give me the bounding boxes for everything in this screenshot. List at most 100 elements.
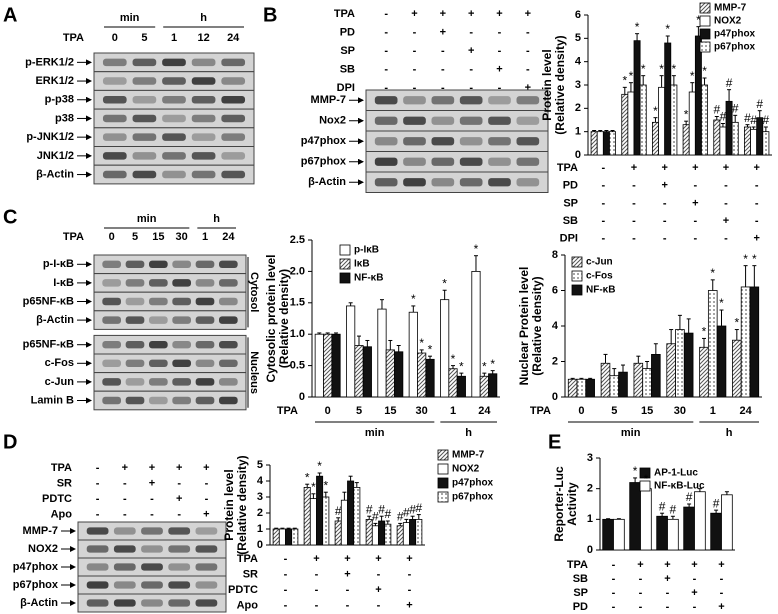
condition-sign: + [664,573,670,585]
blot-band [195,378,215,386]
y-tick-label: 4 [575,56,582,68]
lane-group-label: min [137,213,157,225]
condition-sign: + [723,162,729,174]
condition-sign: - [408,584,412,596]
condition-label: SP [563,197,578,209]
blot-band [195,340,215,349]
bar [272,528,280,546]
condition-sign: - [639,573,643,585]
y-tick-label: 1 [575,126,581,138]
lane-label: 24 [227,32,240,44]
condition-sign: - [315,599,319,611]
legend-label: NF-κB-Luc [654,481,705,492]
blot-row-label: p-ERK1/2 [25,56,74,68]
bar [285,528,293,546]
blot-band [403,178,426,187]
condition-sign: + [313,553,319,565]
blot-row-label: p67phox [301,156,347,168]
significance-mark: * [672,62,677,76]
panel-label: A [3,4,17,26]
significance-mark: * [743,252,748,266]
blot-band [162,96,186,104]
section-label: Nucleus [248,351,260,394]
lane-label: - [150,508,154,520]
condition-sign: + [692,162,698,174]
lane-label: 1 [202,231,208,243]
lane-label: - [526,45,530,57]
significance-mark: * [622,74,627,88]
bar [719,126,727,156]
significance-mark: # [659,499,666,513]
y-tick-label: 8 [552,249,558,261]
x-tick-label: 1 [710,405,716,417]
legend-label: NF-κB [586,285,615,296]
significance-mark: * [451,352,456,366]
lane-label: - [177,477,181,489]
blot-row [93,390,247,411]
blot-row-label: β-Actin [20,597,58,609]
condition-sign: + [344,553,350,565]
y-tick-label: 0 [257,539,263,551]
lane-label: - [413,26,417,38]
condition-sign: - [693,233,697,245]
significance-mark: # [670,502,677,516]
bar [479,375,489,398]
significance-mark: # [726,76,733,90]
blot-row [93,310,247,330]
significance-mark: * [419,336,424,350]
blot-band [125,316,145,324]
legend-label: MMP-7 [452,450,485,461]
condition-sign: - [693,215,697,227]
lane-label: - [441,63,445,75]
condition-label: TPA [557,162,578,174]
condition-sign: + [691,559,697,571]
bar [618,371,628,398]
legend-label: NOX2 [452,464,480,475]
legend-swatch [571,270,583,282]
blot-band [459,178,483,187]
blot-band [102,260,121,269]
blot-band [221,152,246,160]
lane-label: + [176,493,182,505]
bar [682,124,690,156]
blot-row-label: p65NF-κB [23,295,74,307]
significance-mark: * [482,359,487,373]
bar [683,506,695,551]
significance-mark: # [415,501,422,515]
bar [740,286,751,398]
lane-label: - [498,45,502,57]
y-tick-label: 0.5 [290,360,305,372]
bar [731,121,739,156]
bar [683,332,694,398]
condition-sign: - [666,601,670,613]
blot-band [141,599,163,607]
bar [371,525,379,546]
bar [633,362,644,398]
blot-row-label: ERK1/2 [35,75,74,87]
lane-label: + [525,8,531,20]
lane-label: - [384,82,388,94]
blot-band [102,340,121,349]
lane-label: + [122,462,128,474]
lane-label: - [96,462,100,474]
blot-band [431,116,455,125]
lane-label: + [176,462,182,474]
condition-sign: - [612,559,616,571]
blot-row-label: β-Actin [36,168,74,180]
significance-mark: * [734,316,739,330]
y-tick-label: 0 [552,391,558,403]
legend-label: p-IκB [354,245,379,256]
significance-mark: * [696,13,701,27]
bar [609,131,617,156]
blot-band [403,116,426,125]
blot-band [141,527,163,535]
bar [415,519,423,546]
blot-band [459,96,483,105]
condition-label: DPI [560,233,578,245]
y-tick-label: 1.0 [290,328,305,340]
lane-label: + [496,63,502,75]
x-tick-label: 30 [674,405,686,417]
blot-band [86,599,109,607]
bar [590,131,598,156]
legend-label: AP-1-Luc [654,468,698,479]
